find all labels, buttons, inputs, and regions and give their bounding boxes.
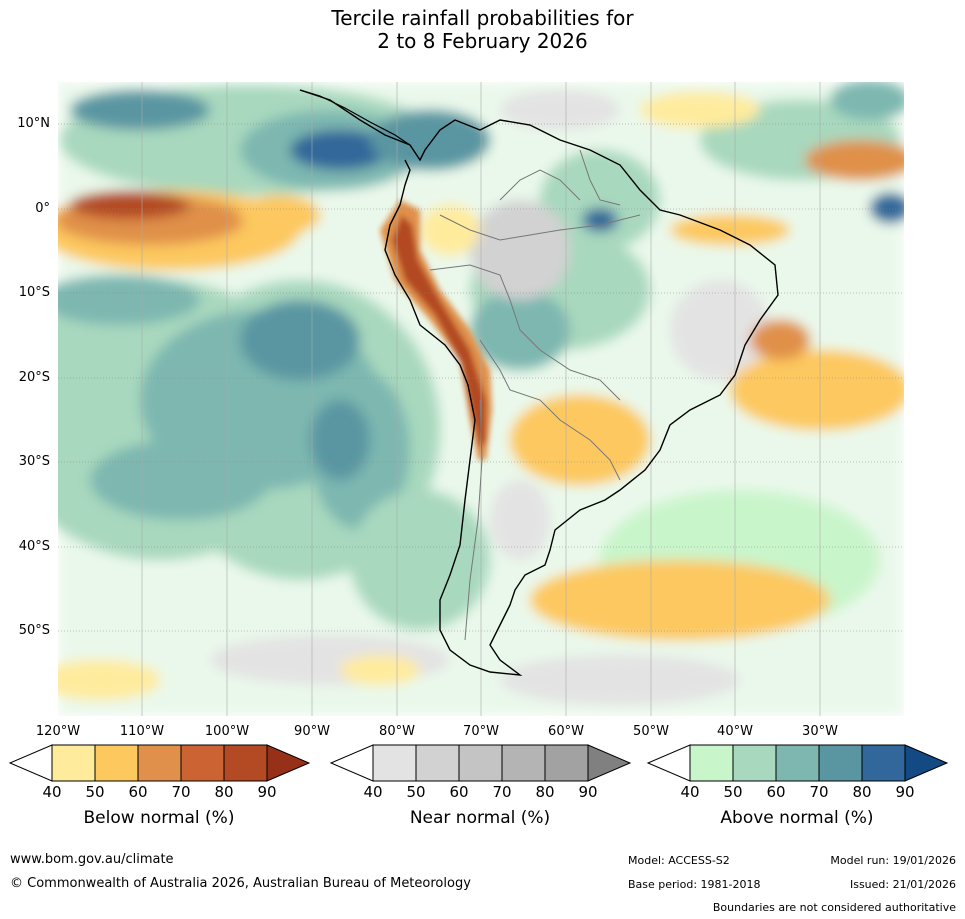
model-text: Model: ACCESS-S2 [628, 854, 730, 867]
lon-label: 100°W [204, 724, 250, 739]
lon-label: 40°W [717, 724, 753, 739]
probability-field [58, 82, 904, 716]
colorbar-swatch [137, 744, 182, 782]
colorbar-tick-label: 40 [42, 783, 62, 801]
lon-label: 90°W [294, 724, 330, 739]
colorbar-swatch [415, 744, 460, 782]
near-normal-colorbar [329, 744, 632, 782]
lon-label: 60°W [548, 724, 584, 739]
colorbar-swatch [51, 744, 96, 782]
south-america-coastline [299, 89, 779, 676]
lat-label: 0° [35, 201, 50, 216]
colorbars [8, 744, 949, 782]
colorbar-tick-label: 50 [85, 783, 105, 801]
colorbar-swatch [180, 744, 225, 782]
lon-label: 110°W [119, 724, 165, 739]
model-run-text: Model run: 19/01/2026 [830, 854, 956, 867]
colorbar-swatch [223, 744, 268, 782]
colorbar-swatch [775, 744, 820, 782]
meridians [141, 82, 821, 716]
colorbar-swatch [501, 744, 546, 782]
colorbar-swatch [544, 744, 589, 782]
base-period-text: Base period: 1981-2018 [628, 878, 761, 891]
map-title-line2: 2 to 8 February 2026 [377, 29, 588, 53]
lat-label: 20°S [18, 370, 50, 385]
disclaimer-text: Boundaries are not considered authoritat… [712, 901, 956, 914]
below-normal-legend-title: Below normal (%) [83, 808, 235, 828]
colorbar-tick-label: 80 [535, 783, 555, 801]
colorbar-tick-label: 90 [895, 783, 915, 801]
lon-label: 70°W [463, 724, 499, 739]
near-normal-legend-title: Near normal (%) [409, 808, 551, 828]
colorbar-high-end [266, 744, 311, 782]
below-normal-colorbar [8, 744, 311, 782]
lon-label: 80°W [379, 724, 415, 739]
colorbar-low-end [8, 744, 53, 782]
central-america-coastline [299, 89, 411, 146]
above-normal-legend-title: Above normal (%) [720, 808, 874, 828]
colorbar-swatch [94, 744, 139, 782]
colorbar-tick-label: 40 [363, 783, 383, 801]
colorbar-low-end [329, 744, 374, 782]
lat-label: 50°S [18, 623, 50, 638]
lon-label: 30°W [802, 724, 838, 739]
colorbar-swatch [458, 744, 503, 782]
colorbar-tick-label: 50 [723, 783, 743, 801]
colorbar-swatch [732, 744, 777, 782]
colorbar-swatch [818, 744, 863, 782]
colorbar-swatch [689, 744, 734, 782]
colorbar-tick-label: 90 [257, 783, 277, 801]
colorbar-tick-label: 60 [128, 783, 148, 801]
colorbar-tick-label: 40 [680, 783, 700, 801]
colorbar-tick-label: 60 [449, 783, 469, 801]
colorbar-tick-label: 50 [406, 783, 426, 801]
colorbar-tick-label: 70 [809, 783, 829, 801]
country-borders [429, 149, 641, 641]
issued-text: Issued: 21/01/2026 [849, 878, 956, 891]
copyright-text: © Commonwealth of Australia 2026, Austra… [10, 876, 471, 891]
map-title-line1: Tercile rainfall probabilities for [331, 6, 634, 30]
lat-label: 40°S [18, 539, 50, 554]
lon-label: 50°W [633, 724, 669, 739]
colorbar-high-end [904, 744, 949, 782]
colorbar-swatch [861, 744, 906, 782]
lon-label: 120°W [35, 724, 81, 739]
above-normal-colorbar [646, 744, 949, 782]
lat-label: 30°S [18, 454, 50, 469]
colorbar-tick-label: 80 [214, 783, 234, 801]
colorbar-swatch [372, 744, 417, 782]
lat-label: 10°S [18, 285, 50, 300]
colorbar-tick-label: 80 [852, 783, 872, 801]
colorbar-tick-label: 60 [766, 783, 786, 801]
lat-label: 10°N [17, 116, 50, 131]
colorbar-tick-label: 70 [492, 783, 512, 801]
colorbar-high-end [587, 744, 632, 782]
colorbar-tick-label: 70 [171, 783, 191, 801]
website-link[interactable]: www.bom.gov.au/climate [10, 852, 174, 867]
colorbar-tick-label: 90 [578, 783, 598, 801]
colorbar-low-end [646, 744, 691, 782]
